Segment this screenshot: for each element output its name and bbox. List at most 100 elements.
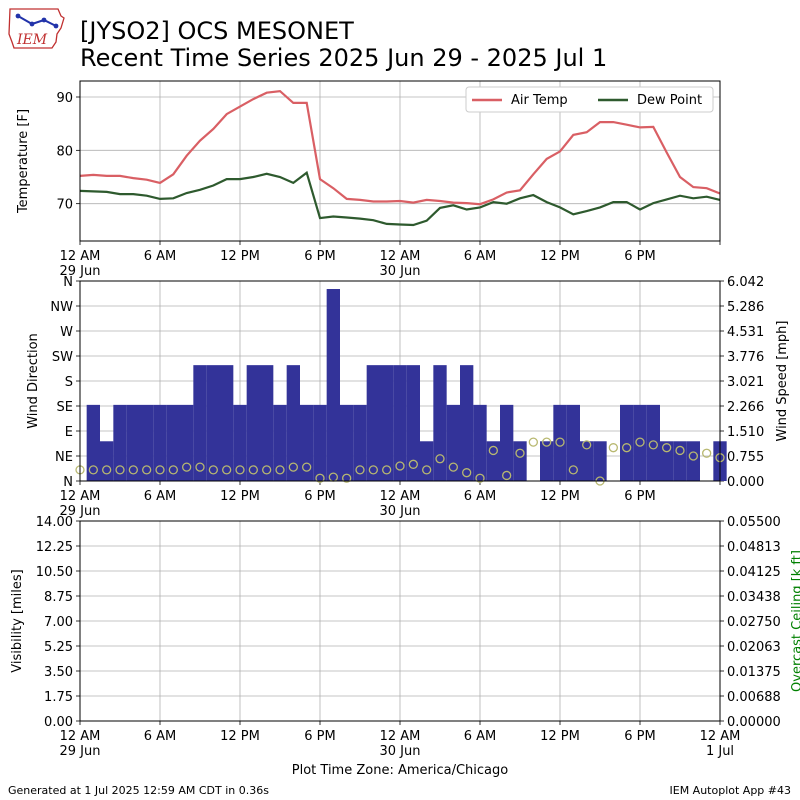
ceiling-axis-label: Overcast Ceiling [k ft] — [790, 550, 800, 692]
wind-direction-point — [675, 445, 685, 456]
wind-direction-tick-label: E — [65, 425, 73, 440]
y-tick-label: 90 — [56, 91, 73, 106]
wind-direction-tick-label: S — [65, 375, 73, 390]
x-tick-label: 6 PM — [304, 489, 335, 504]
wind-direction-point — [435, 454, 445, 464]
wind-direction-point — [128, 465, 138, 475]
wind-direction-tick-label: N — [63, 275, 73, 290]
wind-direction-point — [608, 443, 618, 453]
wind-direction-point — [448, 462, 458, 472]
wind-speed-axis-label: Wind Speed [mph] — [775, 321, 790, 442]
x-tick-date-label: 30 Jun — [380, 264, 421, 279]
x-tick-label: 12 AM — [700, 729, 741, 744]
x-tick-date-label: 29 Jun — [60, 504, 101, 519]
ceiling-tick-label: 0.00688 — [727, 690, 781, 705]
visibility-tick-label: 0.00 — [44, 715, 73, 730]
wind-speed-bar — [153, 404, 167, 481]
wind-direction-tick-label: W — [60, 325, 73, 340]
wind-speed-bar — [260, 365, 274, 481]
wind-direction-point — [262, 465, 272, 475]
wind-speed-bar — [673, 441, 687, 481]
wind-direction-point — [502, 470, 512, 481]
wind-direction-point — [195, 462, 205, 472]
wind-direction-point — [368, 465, 378, 475]
wind-speed-bar — [420, 441, 434, 481]
x-tick-label: 6 PM — [304, 249, 335, 264]
wind-speed-bar — [140, 404, 154, 481]
x-tick-label: 12 PM — [540, 489, 580, 504]
wind-speed-tick-label: 0.000 — [727, 475, 764, 490]
wind-speed-bar — [100, 441, 114, 481]
wind-direction-point — [208, 465, 218, 475]
wind-speed-bar — [580, 441, 594, 481]
svg-text:IEM: IEM — [16, 32, 48, 48]
x-tick-label: 12 AM — [60, 249, 101, 264]
ceiling-tick-label: 0.02063 — [727, 640, 781, 655]
wind-direction-point — [688, 451, 698, 461]
wind-direction-point — [555, 437, 565, 447]
wind-speed-bar — [486, 441, 500, 481]
wind-direction-point — [422, 465, 432, 475]
wind-direction-point — [462, 468, 472, 478]
visibility-tick-label: 1.75 — [44, 690, 73, 705]
x-tick-label: 12 PM — [220, 729, 260, 744]
ceiling-tick-label: 0.04813 — [727, 540, 781, 555]
ceiling-tick-label: 0.05500 — [727, 515, 781, 530]
wind-direction-point — [182, 462, 192, 472]
temperature-axis-label: Temperature [F] — [16, 109, 31, 214]
wind-speed-bar — [553, 404, 567, 481]
wind-direction-point — [155, 465, 165, 475]
wind-direction-tick-label: SW — [52, 350, 73, 365]
x-tick-date-label: 30 Jun — [380, 504, 421, 519]
x-tick-label: 12 AM — [60, 729, 101, 744]
wind-direction-point — [275, 465, 285, 475]
y-tick-label: 80 — [56, 144, 73, 159]
iem-logo: IEM — [6, 6, 68, 54]
wind-direction-point — [635, 437, 645, 447]
wind-speed-bar — [220, 365, 234, 481]
wind-direction-point — [488, 445, 498, 456]
x-tick-label: 6 AM — [464, 489, 497, 504]
wind-speed-bar — [180, 404, 194, 481]
wind-direction-point — [355, 465, 365, 475]
visibility-tick-label: 3.50 — [44, 665, 73, 680]
wind-speed-bar — [513, 441, 527, 481]
wind-speed-tick-label: 0.755 — [727, 450, 764, 465]
axes-frame — [79, 80, 721, 242]
wind-speed-bar — [500, 404, 514, 481]
ceiling-tick-label: 0.03438 — [727, 590, 781, 605]
wind-speed-tick-label: 3.776 — [727, 350, 764, 365]
wind-speed-bar — [473, 404, 487, 481]
visibility-tick-label: 10.50 — [36, 565, 73, 580]
wind-direction-tick-label: SE — [57, 400, 73, 415]
x-tick-label: 12 AM — [380, 489, 421, 504]
x-tick-label: 6 PM — [304, 729, 335, 744]
visibility-tick-label: 12.25 — [36, 540, 73, 555]
wind-direction-point — [288, 462, 298, 472]
visibility-axis-label: Visibility [miles] — [10, 569, 25, 672]
wind-speed-tick-label: 4.531 — [727, 325, 764, 340]
wind-speed-bar — [566, 404, 580, 481]
wind-direction-tick-label: N — [63, 475, 73, 490]
ceiling-tick-label: 0.04125 — [727, 565, 781, 580]
x-tick-label: 12 PM — [220, 489, 260, 504]
wind-direction-point — [382, 465, 392, 475]
wind-speed-bar — [660, 441, 674, 481]
ceiling-tick-label: 0.00000 — [727, 715, 781, 730]
generated-note: Generated at 1 Jul 2025 12:59 AM CDT in … — [8, 784, 269, 797]
wind-speed-bar — [353, 404, 367, 481]
dew-point-line — [79, 170, 721, 227]
wind-speed-tick-label: 2.266 — [727, 400, 764, 415]
wind-speed-bar — [233, 404, 247, 481]
wind-speed-bar — [326, 289, 340, 481]
legend-dew-point-label: Dew Point — [637, 93, 702, 108]
visibility-tick-label: 8.75 — [44, 590, 73, 605]
wind-speed-bar — [646, 404, 660, 481]
x-tick-label: 12 PM — [220, 249, 260, 264]
wind-speed-bar — [246, 365, 260, 481]
wind-direction-axis-label: Wind Direction — [26, 333, 41, 429]
x-tick-label: 6 PM — [624, 729, 655, 744]
wind-direction-point — [395, 461, 405, 471]
x-tick-date-label: 30 Jun — [380, 744, 421, 759]
